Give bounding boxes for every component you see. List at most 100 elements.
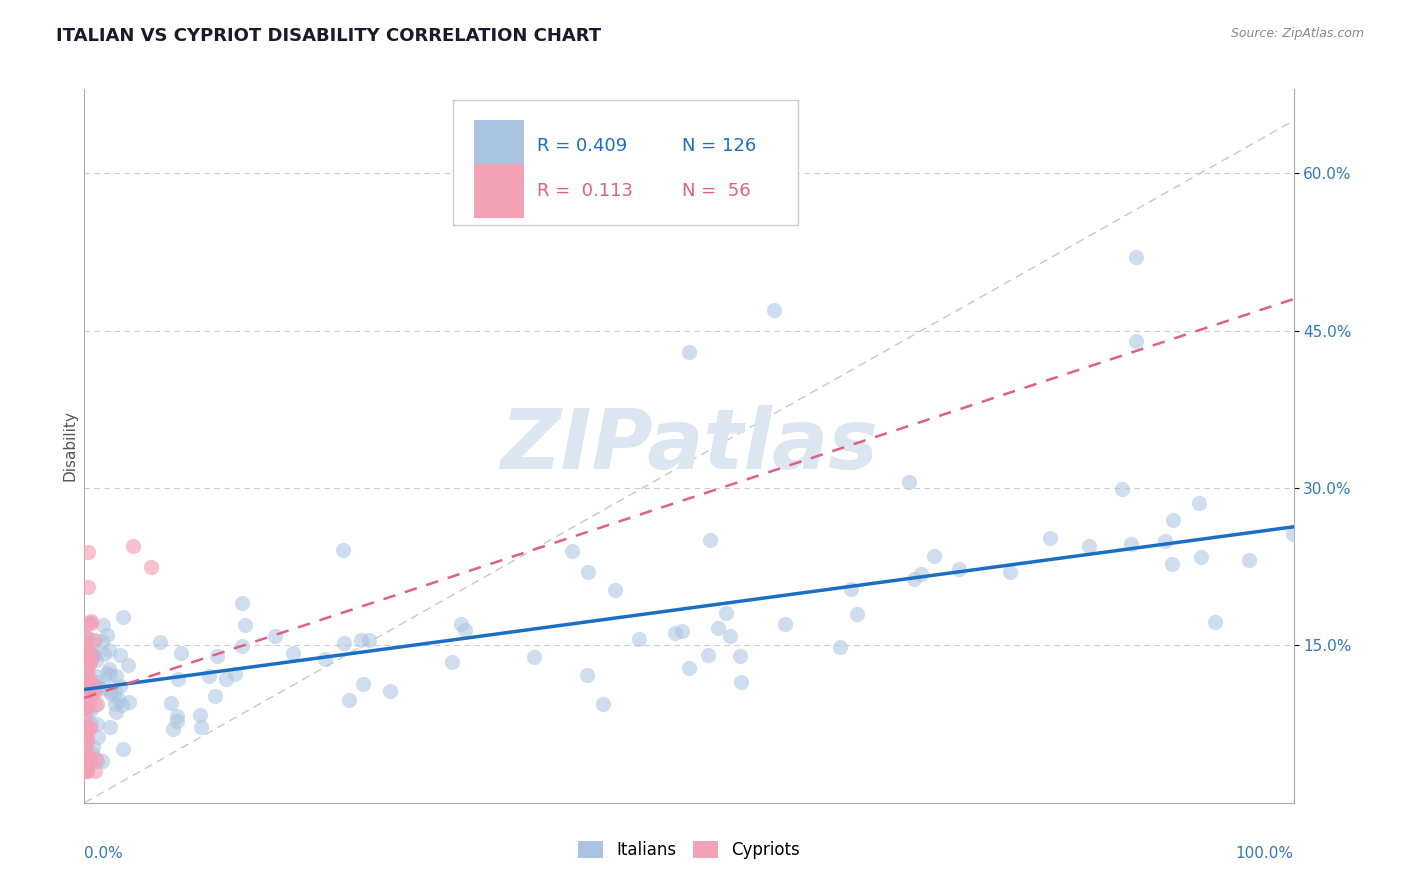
Point xyxy=(84,764,107,779)
Point xyxy=(84,653,107,667)
Point xyxy=(592,697,614,711)
Point xyxy=(79,647,101,661)
Point xyxy=(1189,550,1212,565)
Point xyxy=(730,675,752,690)
Point xyxy=(762,302,785,317)
Point xyxy=(73,729,96,743)
Y-axis label: Disability: Disability xyxy=(62,410,77,482)
Point xyxy=(86,717,108,731)
Point xyxy=(79,704,101,718)
Text: R =  0.113: R = 0.113 xyxy=(537,182,633,200)
Point xyxy=(1204,615,1226,629)
Point xyxy=(80,685,103,699)
Point xyxy=(76,681,98,695)
Point xyxy=(75,671,97,685)
Point xyxy=(166,714,188,728)
FancyBboxPatch shape xyxy=(474,120,524,173)
Point xyxy=(98,719,121,733)
Point xyxy=(924,549,946,563)
Point xyxy=(314,652,336,666)
Point xyxy=(149,634,172,648)
Point xyxy=(332,636,354,650)
Point xyxy=(89,680,111,694)
Point xyxy=(82,684,104,698)
Point xyxy=(576,667,599,681)
Point xyxy=(96,628,118,642)
Point xyxy=(105,705,128,719)
Point xyxy=(627,632,650,646)
Point xyxy=(104,669,127,683)
Text: 0.0%: 0.0% xyxy=(84,846,124,861)
FancyBboxPatch shape xyxy=(453,100,797,225)
Point xyxy=(603,582,626,597)
Point xyxy=(83,648,105,662)
Point xyxy=(1111,482,1133,496)
Point xyxy=(73,710,96,724)
FancyBboxPatch shape xyxy=(474,164,524,218)
Point xyxy=(98,662,121,676)
Point xyxy=(1154,534,1177,549)
Point xyxy=(678,344,700,359)
Point xyxy=(75,758,97,772)
Point xyxy=(91,634,114,648)
Point xyxy=(523,649,546,664)
Point xyxy=(73,742,96,756)
Point xyxy=(190,720,212,734)
Point xyxy=(714,606,737,620)
Point xyxy=(75,660,97,674)
Point xyxy=(839,582,862,597)
Point xyxy=(100,687,122,701)
Point xyxy=(76,732,98,747)
Point xyxy=(75,637,97,651)
Point xyxy=(846,607,869,622)
Point xyxy=(170,646,193,660)
Text: ITALIAN VS CYPRIOT DISABILITY CORRELATION CHART: ITALIAN VS CYPRIOT DISABILITY CORRELATIO… xyxy=(56,27,602,45)
Point xyxy=(75,738,97,752)
Point xyxy=(1119,537,1142,551)
Point xyxy=(76,697,98,711)
Point xyxy=(441,655,464,669)
Point xyxy=(112,742,135,756)
Point xyxy=(77,615,100,630)
Point xyxy=(233,618,256,632)
Point xyxy=(773,617,796,632)
Point xyxy=(160,696,183,710)
Point xyxy=(1125,334,1147,348)
Point xyxy=(100,667,122,681)
Point xyxy=(82,739,104,754)
Point xyxy=(350,633,373,648)
Point xyxy=(139,559,162,574)
Point xyxy=(108,679,131,693)
Text: Source: ZipAtlas.com: Source: ZipAtlas.com xyxy=(1230,27,1364,40)
Point xyxy=(828,640,851,654)
Point xyxy=(76,731,98,746)
Point xyxy=(699,533,721,547)
Point xyxy=(77,631,100,645)
Point xyxy=(96,665,118,680)
Point xyxy=(86,754,108,768)
Point xyxy=(76,764,98,779)
Point xyxy=(76,673,98,687)
Point xyxy=(90,754,112,768)
Point xyxy=(80,716,103,731)
Point xyxy=(118,695,141,709)
Point xyxy=(75,659,97,673)
Point xyxy=(352,676,374,690)
Point xyxy=(73,701,96,715)
Point xyxy=(77,544,100,558)
Point xyxy=(664,625,686,640)
Point xyxy=(263,628,285,642)
Point xyxy=(166,709,188,723)
Point xyxy=(910,567,932,582)
Point xyxy=(80,614,103,628)
Point xyxy=(75,652,97,666)
Point xyxy=(454,623,477,637)
Point xyxy=(117,658,139,673)
Point xyxy=(75,629,97,643)
Point xyxy=(75,680,97,694)
Point xyxy=(93,648,115,662)
Point xyxy=(1161,557,1184,571)
Point xyxy=(79,755,101,769)
Point xyxy=(83,647,105,661)
Point xyxy=(77,697,100,711)
